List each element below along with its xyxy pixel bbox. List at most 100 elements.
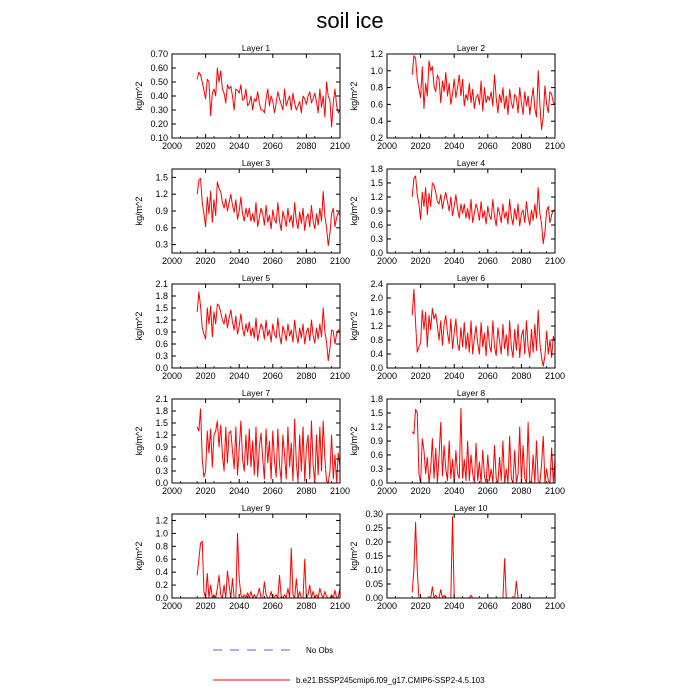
y-tick-label: 0.30 <box>150 105 168 115</box>
y-tick-label: 1.2 <box>370 422 383 432</box>
panel-layer-10: Layer 10 kg/m^2 2000 2020 2040 2060 2080 2100 0.… <box>349 503 565 611</box>
x-tick-label: 2060 <box>478 371 498 381</box>
x-tick-label: 2020 <box>411 371 431 381</box>
y-tick-label: 0.0 <box>155 593 168 603</box>
y-tick-label: 0.3 <box>155 466 168 476</box>
y-tick-label: 1.2 <box>155 430 168 440</box>
y-tick-label: 0.10 <box>150 133 168 143</box>
y-tick-label: 0.9 <box>370 436 383 446</box>
y-tick-label: 0.9 <box>155 206 168 216</box>
x-tick-label: 2000 <box>377 256 397 266</box>
x-tick-label: 2040 <box>444 486 464 496</box>
x-tick-label: 2040 <box>444 601 464 611</box>
x-tick-label: 2020 <box>411 601 431 611</box>
x-tick-label: 2100 <box>330 141 350 151</box>
series-line <box>196 532 341 599</box>
y-tick-label: 0.30 <box>365 509 383 519</box>
y-tick-label: 0.9 <box>155 327 168 337</box>
x-tick-label: 2060 <box>263 256 283 266</box>
y-tick-label: 0.60 <box>150 63 168 73</box>
plot-frame <box>171 398 341 484</box>
x-tick-label: 2080 <box>511 256 531 266</box>
x-tick-label: 2060 <box>263 601 283 611</box>
series-line <box>196 67 341 128</box>
y-tick-label: 1.8 <box>370 394 383 404</box>
y-tick-label: 1.5 <box>370 408 383 418</box>
series-line <box>411 407 556 484</box>
x-tick-label: 2000 <box>162 486 182 496</box>
y-tick-label: 0.10 <box>365 565 383 575</box>
y-tick-label: 0.6 <box>370 220 383 230</box>
x-tick-label: 2060 <box>478 256 498 266</box>
y-tick-label: 0.0 <box>370 478 383 488</box>
y-tick-label: 0.20 <box>365 537 383 547</box>
x-tick-label: 2040 <box>229 256 249 266</box>
panel-layer-5: Layer 5 kg/m^2 2000 2020 2040 2060 2080 2100 0.0… <box>134 273 350 381</box>
y-tick-label: 1.8 <box>155 291 168 301</box>
y-tick-label: 0.6 <box>370 99 383 109</box>
figure-title: soil ice <box>316 8 384 33</box>
y-axis-label: kg/m^2 <box>349 312 359 341</box>
x-tick-label: 2040 <box>444 141 464 151</box>
y-tick-label: 1.0 <box>370 66 383 76</box>
series-line <box>196 178 341 247</box>
y-tick-label: 1.0 <box>155 528 168 538</box>
panel-title: Layer 7 <box>242 388 271 398</box>
y-tick-label: 0.3 <box>155 240 168 250</box>
x-tick-label: 2100 <box>545 141 565 151</box>
y-tick-label: 0.0 <box>370 248 383 258</box>
y-axis-label: kg/m^2 <box>134 197 144 226</box>
legend-model-label: b.e21.BSSP245cmip6.f09_g17.CMIP6-SSP2-4.… <box>296 676 485 685</box>
y-axis-label: kg/m^2 <box>349 542 359 571</box>
x-tick-label: 2060 <box>263 486 283 496</box>
x-tick-label: 2080 <box>511 141 531 151</box>
x-tick-label: 2040 <box>444 256 464 266</box>
x-tick-label: 2100 <box>545 486 565 496</box>
x-tick-label: 2040 <box>444 371 464 381</box>
x-tick-label: 2020 <box>196 486 216 496</box>
panel-title: Layer 10 <box>454 503 487 513</box>
panel-title: Layer 5 <box>242 273 271 283</box>
y-tick-label: 0.05 <box>365 579 383 589</box>
y-tick-label: 1.6 <box>370 307 383 317</box>
x-tick-label: 2060 <box>478 486 498 496</box>
x-tick-label: 2080 <box>511 486 531 496</box>
plot-frame <box>386 513 556 599</box>
panel-layer-7: Layer 7 kg/m^2 2000 2020 2040 2060 2080 2100 0.0… <box>134 388 350 496</box>
y-tick-label: 2.1 <box>155 279 168 289</box>
panel-layer-2: Layer 2 kg/m^2 2000 2020 2040 2060 2080 2100 0.2… <box>349 43 565 151</box>
y-tick-label: 0.6 <box>370 450 383 460</box>
y-tick-label: 1.5 <box>155 172 168 182</box>
x-tick-label: 2000 <box>377 141 397 151</box>
plot-frame <box>386 168 556 254</box>
y-axis-label: kg/m^2 <box>349 82 359 111</box>
x-tick-label: 2100 <box>545 256 565 266</box>
x-tick-label: 2000 <box>377 601 397 611</box>
y-tick-label: 2.1 <box>155 394 168 404</box>
y-tick-label: 0.8 <box>370 335 383 345</box>
x-tick-label: 2080 <box>296 601 316 611</box>
x-tick-label: 2080 <box>296 141 316 151</box>
y-tick-label: 0.9 <box>155 442 168 452</box>
y-axis-label: kg/m^2 <box>134 312 144 341</box>
panel-layer-1: Layer 1 kg/m^2 2000 2020 2040 2060 2080 2100 0.1… <box>134 43 350 151</box>
y-axis-label: kg/m^2 <box>134 82 144 111</box>
y-tick-label: 1.2 <box>370 321 383 331</box>
x-tick-label: 2020 <box>411 486 431 496</box>
panel-layer-6: Layer 6 kg/m^2 2000 2020 2040 2060 2080 2100 0.0… <box>349 273 565 381</box>
y-axis-label: kg/m^2 <box>134 427 144 456</box>
y-tick-label: 0.0 <box>370 363 383 373</box>
panel-title: Layer 4 <box>457 158 486 168</box>
y-tick-label: 0.2 <box>370 133 383 143</box>
x-tick-label: 2100 <box>330 601 350 611</box>
y-tick-label: 1.2 <box>370 192 383 202</box>
y-tick-label: 1.8 <box>370 164 383 174</box>
x-tick-label: 2080 <box>511 601 531 611</box>
y-tick-label: 0.3 <box>370 234 383 244</box>
y-tick-label: 1.5 <box>155 418 168 428</box>
x-tick-label: 2040 <box>229 486 249 496</box>
y-tick-label: 1.2 <box>370 49 383 59</box>
series-line <box>411 288 556 367</box>
